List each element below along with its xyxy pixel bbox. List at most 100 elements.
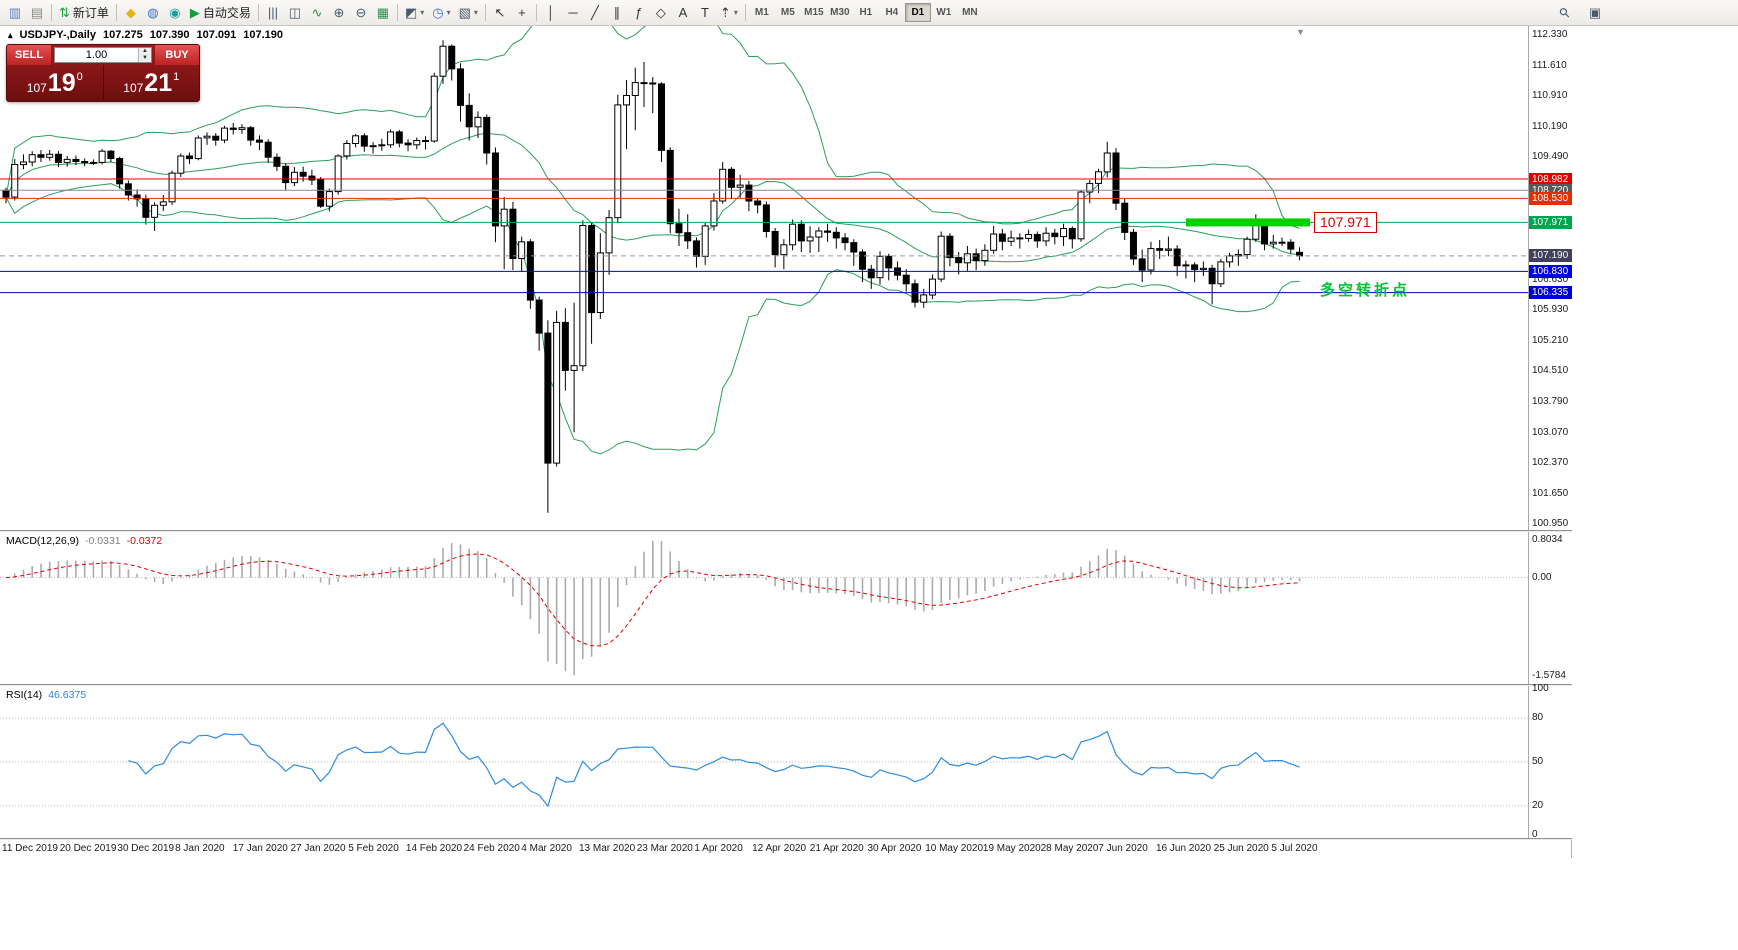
macd-indicator-chart[interactable] bbox=[0, 532, 1528, 684]
rsi-line bbox=[128, 722, 1300, 808]
new-chart-icon[interactable]: ▥ bbox=[8, 4, 22, 20]
candle bbox=[605, 217, 613, 254]
candle bbox=[456, 68, 464, 106]
buy-button[interactable]: BUY bbox=[155, 45, 199, 65]
candle bbox=[317, 179, 325, 207]
pivot-highlight-segment[interactable] bbox=[1185, 218, 1310, 227]
timeframe-m15-button[interactable]: M15 bbox=[804, 7, 824, 18]
periods-icon[interactable]: ◷ ▾ bbox=[432, 4, 451, 20]
rsi-scale-80: 80 bbox=[1532, 712, 1544, 724]
candle bbox=[1217, 261, 1225, 285]
date-label: 12 Apr 2020 bbox=[752, 843, 807, 854]
volume-spinner[interactable]: ▲ ▼ bbox=[138, 48, 151, 62]
cursor-icon[interactable]: ↖ bbox=[494, 4, 506, 20]
price-tag-support-1: 106.830 bbox=[1529, 264, 1572, 278]
ohlc-low: 107.091 bbox=[196, 29, 237, 41]
sell-button[interactable]: SELL bbox=[7, 45, 51, 65]
search-icon[interactable]: ⚲ bbox=[1555, 3, 1574, 21]
candle bbox=[282, 165, 290, 184]
toolbar-separator bbox=[744, 4, 746, 21]
ohlc-high: 107.390 bbox=[149, 29, 190, 41]
bollinger-middle-band bbox=[5, 132, 1300, 263]
arrows-icon[interactable]: ⇡ ▾ bbox=[719, 4, 738, 20]
candle bbox=[1287, 241, 1295, 250]
timeframe-m1-button[interactable]: M1 bbox=[754, 7, 769, 18]
terminal-icon[interactable]: ◍ bbox=[147, 4, 159, 20]
tile-windows-icon[interactable]: ▦ bbox=[376, 4, 390, 20]
candle bbox=[54, 153, 62, 163]
candle bbox=[902, 274, 910, 285]
candle bbox=[1243, 238, 1251, 256]
horizontal-line-icon[interactable]: ─ bbox=[568, 5, 578, 20]
chart-window-usdjpy-daily: 112.330 111.610 110.910 110.190 109.490 106.6… bbox=[0, 26, 1572, 858]
date-label: 30 Dec 2019 bbox=[117, 843, 175, 854]
candle bbox=[387, 131, 395, 146]
date-label: 17 Jan 2020 bbox=[232, 843, 288, 854]
toolbar-separator bbox=[115, 4, 117, 21]
timeframe-mn-button[interactable]: MN bbox=[962, 7, 978, 18]
volume-value[interactable]: 1.00 bbox=[85, 49, 108, 61]
volume-stepper[interactable]: 1.00 ▲ ▼ bbox=[54, 47, 152, 63]
data-window-icon[interactable]: ▣ bbox=[1588, 4, 1602, 20]
trendline-icon[interactable]: ╱ bbox=[591, 4, 599, 20]
shapes-icon[interactable]: ◇ bbox=[655, 4, 666, 20]
bar-chart-mode-icon[interactable]: ||| bbox=[267, 5, 278, 20]
pane-splitter[interactable] bbox=[0, 684, 1572, 686]
channel-icon[interactable]: ∥ bbox=[613, 4, 621, 20]
indicators-icon[interactable]: ◩ ▾ bbox=[404, 4, 425, 20]
autotrading-button[interactable]: ▶ 自动交易 bbox=[189, 4, 251, 21]
pane-splitter[interactable] bbox=[0, 530, 1572, 532]
zoom-in-icon[interactable]: ⊕ bbox=[333, 4, 345, 20]
candle bbox=[448, 45, 456, 70]
volume-up-icon[interactable]: ▲ bbox=[142, 48, 148, 54]
timeframe-m30-button[interactable]: M30 bbox=[830, 7, 850, 18]
crosshair-icon[interactable]: + bbox=[518, 5, 526, 20]
buy-price-display[interactable]: 107 21 1 bbox=[104, 65, 200, 101]
timeframe-w1-button[interactable]: W1 bbox=[936, 7, 952, 18]
candle bbox=[186, 155, 194, 160]
templates-icon[interactable]: ▧ ▾ bbox=[458, 4, 478, 20]
candle bbox=[1077, 191, 1085, 240]
date-label: 16 Jun 2020 bbox=[1156, 843, 1212, 854]
candle bbox=[1112, 152, 1120, 204]
macd-indicator-label: MACD(12,26,9) -0.0331 -0.0372 bbox=[6, 535, 162, 547]
metaeditor-icon[interactable]: ◆ bbox=[125, 4, 136, 20]
rsi-indicator-chart[interactable] bbox=[0, 686, 1528, 838]
pane-splitter[interactable] bbox=[0, 838, 1572, 840]
label-icon[interactable]: T bbox=[700, 5, 709, 20]
price-callout-label[interactable]: 107.971 bbox=[1314, 212, 1377, 234]
candle bbox=[151, 204, 159, 218]
candle bbox=[955, 257, 963, 264]
candle bbox=[710, 200, 718, 227]
annotation-note-text[interactable]: 多空转折点 bbox=[1320, 282, 1411, 299]
profiles-icon[interactable]: ▤ bbox=[30, 4, 44, 20]
sell-price-display[interactable]: 107 19 0 bbox=[7, 65, 103, 101]
candlestick-mode-icon[interactable]: ◫ bbox=[288, 4, 302, 20]
rsi-indicator-label: RSI(14) 46.6375 bbox=[6, 689, 86, 701]
timeframe-m5-button[interactable]: M5 bbox=[780, 7, 795, 18]
candle bbox=[107, 150, 115, 159]
vertical-line-icon[interactable]: │ bbox=[546, 5, 555, 20]
buy-price-big: 21 bbox=[144, 69, 173, 97]
text-icon[interactable]: A bbox=[678, 5, 688, 20]
zoom-out-icon[interactable]: ⊖ bbox=[355, 4, 367, 20]
new-order-button[interactable]: ⇅ 新订单 bbox=[59, 4, 109, 21]
price-candlestick-chart[interactable] bbox=[0, 26, 1528, 530]
fibonacci-icon[interactable]: ƒ bbox=[635, 5, 643, 20]
timeframe-h1-button[interactable]: H1 bbox=[859, 7, 873, 18]
timeframe-h4-button[interactable]: H4 bbox=[885, 7, 899, 18]
candle bbox=[1278, 241, 1286, 244]
line-chart-mode-icon[interactable]: ∿ bbox=[311, 4, 323, 20]
price-scale[interactable]: 112.330 111.610 110.910 110.190 109.490 106.6… bbox=[1528, 26, 1572, 530]
date-label: 4 Mar 2020 bbox=[521, 843, 572, 854]
strategy-tester-icon[interactable]: ◉ bbox=[169, 4, 181, 20]
candle bbox=[221, 127, 228, 141]
chart-shift-marker-icon[interactable]: ▼ bbox=[1296, 27, 1305, 37]
volume-down-icon[interactable]: ▼ bbox=[142, 55, 148, 61]
macd-scale[interactable]: 0.8034 0.00 -1.5784 bbox=[1528, 532, 1572, 684]
price-tag-pivot-level: 107.971 bbox=[1529, 215, 1572, 229]
timeframe-d1-button[interactable]: D1 bbox=[904, 3, 931, 22]
price-tick: 112.330 bbox=[1532, 29, 1568, 41]
time-axis[interactable]: 11 Dec 2019 20 Dec 2019 30 Dec 2019 8 Jan 2… bbox=[0, 840, 1528, 858]
rsi-scale[interactable]: 100 80 50 20 0 bbox=[1528, 683, 1572, 840]
